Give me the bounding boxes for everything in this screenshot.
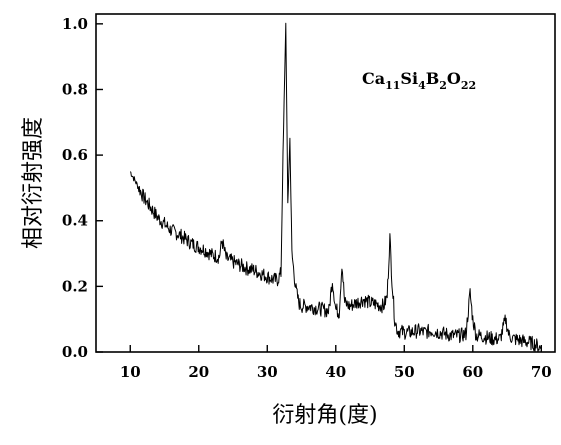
- y-tick-label: 0.6: [62, 146, 88, 164]
- x-axis: 10 20 30 40 50 60 70: [120, 345, 552, 381]
- x-tick-label: 20: [188, 363, 209, 381]
- x-tick-label: 10: [120, 363, 141, 381]
- x-tick-label: 30: [257, 363, 278, 381]
- annotation-formula: Ca11Si4B2O22: [362, 69, 476, 92]
- x-tick-label: 50: [394, 363, 415, 381]
- series-line: [129, 22, 542, 353]
- plot-frame: [95, 13, 556, 353]
- y-axis: 0.0 0.2 0.4 0.6 0.8 1.0: [62, 15, 103, 361]
- y-tick-label: 0.2: [62, 277, 88, 295]
- y-axis-title: 相对衍射强度: [21, 117, 46, 249]
- y-tick-label: 0.0: [62, 343, 88, 361]
- x-tick-label: 70: [531, 363, 552, 381]
- x-axis-title: 衍射角(度): [272, 403, 377, 428]
- y-tick-label: 0.4: [62, 212, 88, 230]
- x-tick-label: 60: [462, 363, 483, 381]
- y-tick-label: 1.0: [62, 15, 88, 33]
- y-tick-label: 0.8: [62, 80, 88, 98]
- x-tick-label: 40: [325, 363, 346, 381]
